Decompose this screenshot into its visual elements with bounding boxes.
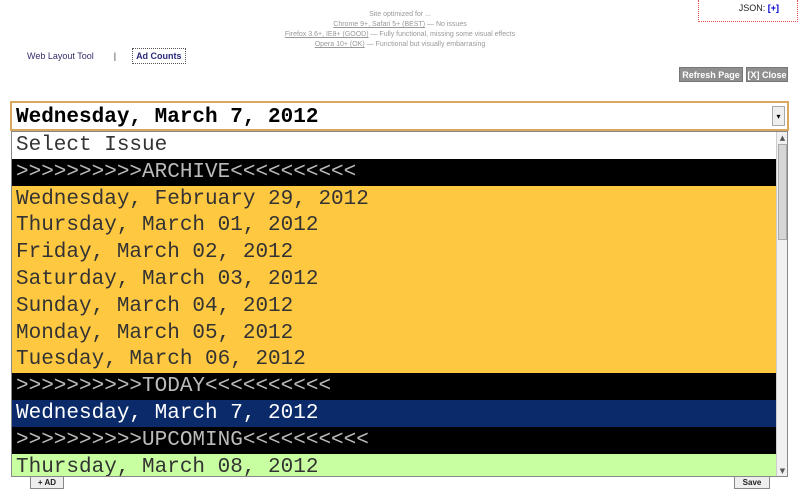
scroll-thumb[interactable]	[778, 144, 787, 240]
json-toggle-button[interactable]: [+]	[767, 3, 779, 13]
issue-options: Select Issue >>>>>>>>>>ARCHIVE<<<<<<<<<< W…	[12, 132, 777, 476]
close-button[interactable]: [X] Close	[746, 67, 788, 82]
scroll-up-icon[interactable]: ▲	[779, 133, 786, 142]
notes-line-3: Firefox 3.6+, IE8+ (GOOD) — Fully functi…	[284, 31, 516, 38]
issue-option[interactable]: Thursday, March 01, 2012	[12, 212, 777, 240]
issue-option[interactable]: Saturday, March 03, 2012	[12, 265, 777, 293]
issue-dropdown-list[interactable]: Select Issue >>>>>>>>>>ARCHIVE<<<<<<<<<< W…	[11, 131, 788, 477]
issue-option[interactable]: Wednesday, March 7, 2012	[12, 399, 777, 427]
issue-option[interactable]: Wednesday, February 29, 2012	[12, 185, 777, 213]
issue-option[interactable]: Sunday, March 04, 2012	[12, 292, 777, 320]
option-group-header: >>>>>>>>>>TODAY<<<<<<<<<<	[12, 373, 777, 400]
issue-option[interactable]: Select Issue	[12, 132, 777, 159]
save-button[interactable]: Save	[734, 476, 770, 489]
json-panel: JSON: [+]	[698, 0, 798, 22]
firefox-ie-link[interactable]: Firefox 3.6+, IE8+ (GOOD)	[284, 31, 369, 38]
nav-separator: |	[113, 51, 117, 61]
dropdown-scrollbar[interactable]: ▲ ▼	[776, 132, 787, 476]
issue-option[interactable]: Tuesday, March 06, 2012	[12, 346, 777, 374]
chevron-down-icon[interactable]: ▾	[772, 106, 785, 126]
top-nav: Web Layout Tool | Ad Counts	[27, 47, 186, 65]
issue-select[interactable]: Wednesday, March 7, 2012 ▾	[10, 101, 789, 131]
issue-select-value: Wednesday, March 7, 2012	[16, 106, 319, 129]
chrome-safari-link[interactable]: Chrome 9+, Safari 5+ (BEST)	[333, 21, 426, 28]
notes-line-1: Site optimized for ...	[369, 11, 431, 18]
refresh-page-button[interactable]: Refresh Page	[679, 67, 743, 82]
scroll-down-icon[interactable]: ▼	[779, 466, 786, 475]
site-optimization-notes: Site optimized for ... Chrome 9+, Safari…	[250, 10, 550, 50]
issue-option[interactable]: Thursday, March 08, 2012	[12, 453, 777, 476]
issue-option[interactable]: Friday, March 02, 2012	[12, 239, 777, 266]
json-label: JSON:	[738, 3, 766, 13]
notes-line-4: Opera 10+ (OK) — Functional but visually…	[314, 41, 486, 48]
add-ad-button[interactable]: + AD	[30, 476, 64, 489]
ad-counts-link[interactable]: Ad Counts	[132, 48, 186, 64]
issue-option[interactable]: Monday, March 05, 2012	[12, 319, 777, 347]
option-group-header: >>>>>>>>>>UPCOMING<<<<<<<<<<	[12, 426, 777, 454]
opera-link[interactable]: Opera 10+ (OK)	[314, 41, 365, 48]
web-layout-tool-link[interactable]: Web Layout Tool	[27, 51, 94, 61]
notes-line-2: Chrome 9+, Safari 5+ (BEST) — No issues	[333, 21, 467, 28]
option-group-header: >>>>>>>>>>ARCHIVE<<<<<<<<<<	[12, 158, 777, 186]
